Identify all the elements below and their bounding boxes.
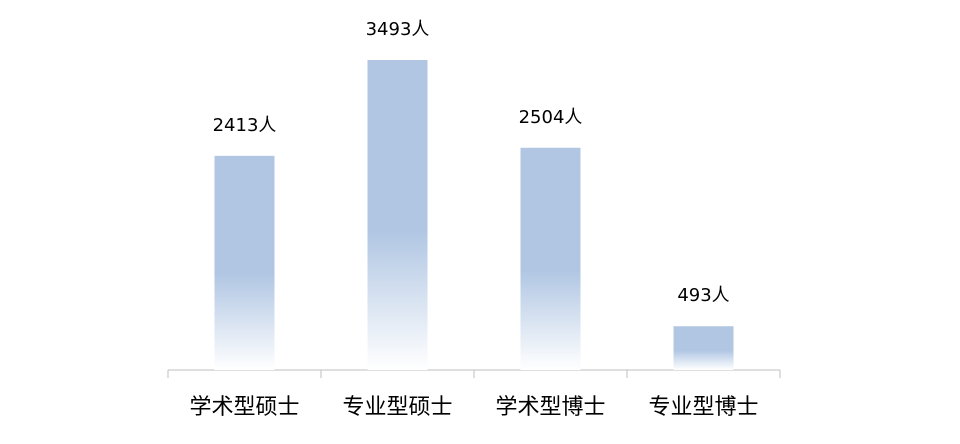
value-label: 2504人 [519,107,583,128]
value-label: 493人 [677,285,729,306]
bar [214,155,275,370]
bar [367,60,428,370]
value-label: 2413人 [213,115,277,136]
bar [520,147,581,370]
x-tick-label: 学术型硕士 [189,395,299,420]
value-label: 3493人 [366,19,430,40]
x-tick-label: 学术型博士 [495,395,605,420]
bar [673,326,734,370]
x-tick-label: 专业型硕士 [342,395,452,420]
x-tick-label: 专业型博士 [648,395,758,420]
